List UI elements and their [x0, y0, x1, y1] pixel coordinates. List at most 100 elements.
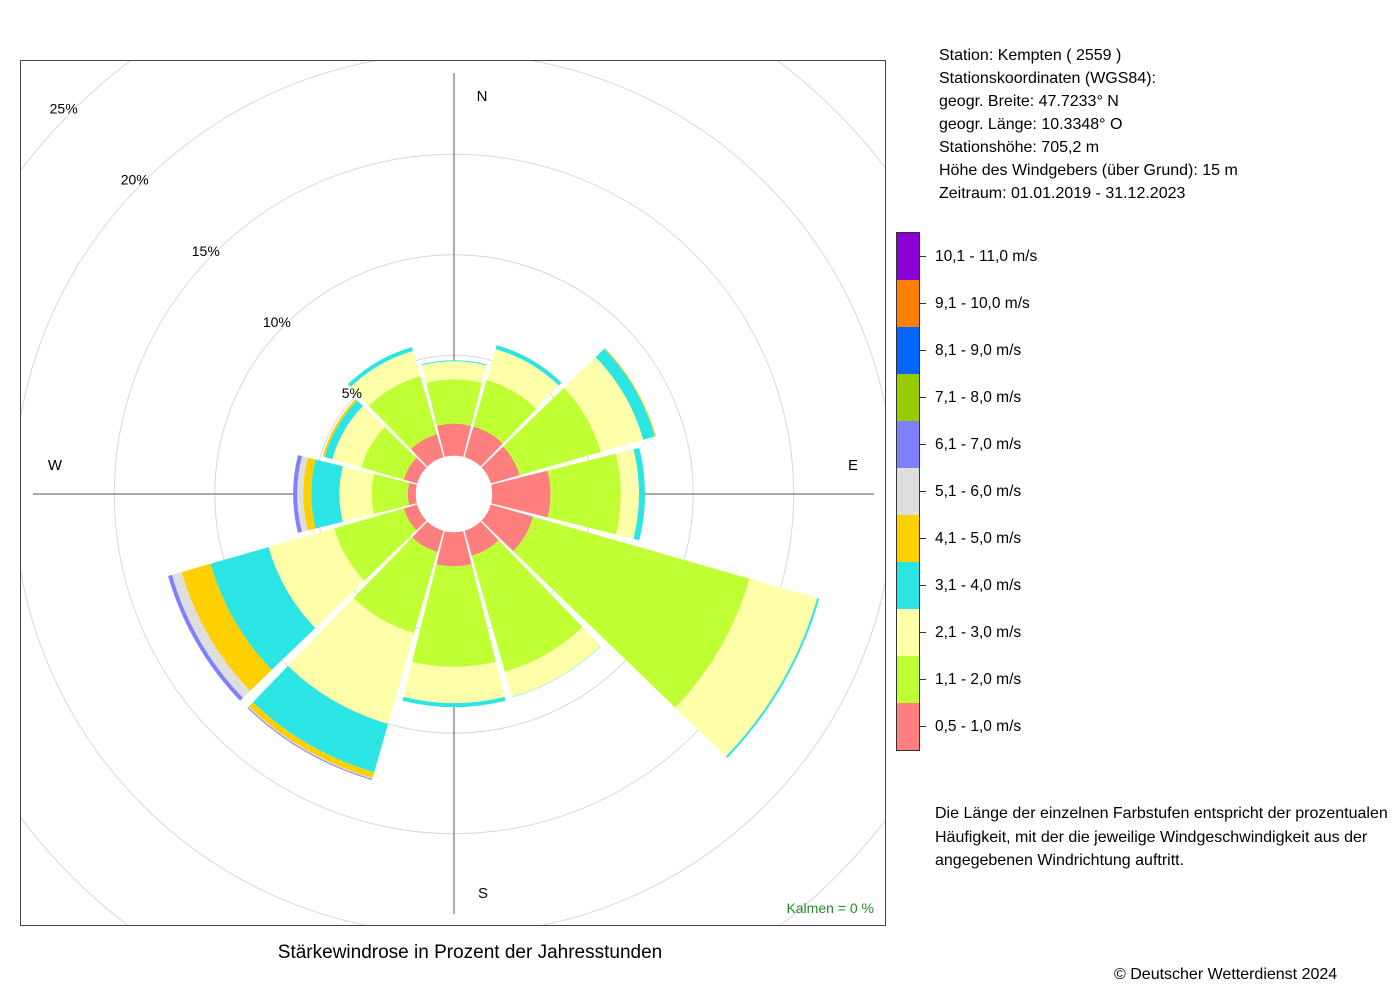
- legend-swatch: [897, 468, 919, 515]
- windrose-segment-240-4: [181, 563, 272, 691]
- station-coordinates-heading: Stationskoordinaten (WGS84):: [939, 70, 1156, 87]
- legend-label: 0,5 - 1,0 m/s: [935, 717, 1022, 735]
- windrose-segment-90-1: [547, 453, 621, 535]
- windrose-segment-120-2: [675, 578, 818, 757]
- legend-tick: [920, 537, 926, 539]
- windrose-segment-330-0: [410, 434, 444, 467]
- legend-tick: [920, 255, 926, 257]
- legend-tick: [920, 302, 926, 304]
- windrose-segment-30-0: [464, 426, 503, 467]
- windrose-segment-30-3: [495, 345, 562, 386]
- legend-tick: [920, 631, 926, 633]
- windrose-segment-300-4: [322, 399, 358, 457]
- windrose-segment-120-1: [513, 516, 750, 708]
- windrose-segment-270-2: [339, 466, 375, 522]
- radial-label: 15%: [192, 243, 220, 259]
- windrose-segment-180-1: [412, 564, 496, 667]
- windrose-segment-330-3: [347, 347, 414, 388]
- windrose-segment-270-4: [303, 457, 316, 531]
- radial-label: 10%: [263, 314, 291, 330]
- legend-swatch: [897, 421, 919, 468]
- legend-swatch: [897, 515, 919, 562]
- windrose-segment-60-0: [481, 446, 520, 484]
- compass-label-N: N: [477, 88, 488, 105]
- legend-swatch: [897, 703, 919, 750]
- legend-swatch: [897, 374, 919, 421]
- windrose-segment-270-5: [297, 456, 308, 532]
- speed-legend: 10,1 - 11,0 m/s 9,1 - 10,0 m/s 8,1 - 9,0 m…: [896, 232, 1096, 753]
- time-period: Zeitraum: 01.01.2019 - 31.12.2023: [939, 185, 1186, 202]
- legend-label: 3,1 - 4,0 m/s: [935, 576, 1022, 594]
- legend-label: 1,1 - 2,0 m/s: [935, 670, 1022, 688]
- station-name: Station: Kempten ( 2559 ): [939, 47, 1122, 64]
- windrose-segment-240-5: [171, 572, 251, 698]
- legend-swatch: [897, 609, 919, 656]
- windrose-segment-0-3: [421, 360, 487, 366]
- legend-label: 4,1 - 5,0 m/s: [935, 529, 1022, 547]
- legend-tick: [920, 678, 926, 680]
- windrose-segment-180-0: [436, 531, 472, 567]
- legend-swatch: [897, 656, 919, 703]
- windrose-segment-240-2: [268, 528, 365, 629]
- windrose-segment-210-1: [353, 537, 438, 634]
- compass-label-W: W: [48, 457, 63, 474]
- windrose-segment-210-4: [248, 702, 375, 779]
- windrose-plot-area: 5% 10% 15% 20% 25% N E S W Kalmen = 0 %: [20, 60, 886, 926]
- legend-label: 7,1 - 8,0 m/s: [935, 388, 1022, 406]
- windrose-segment-300-1: [361, 426, 417, 480]
- station-elevation: Stationshöhe: 705,2 m: [939, 139, 1100, 156]
- legend-swatch: [897, 233, 919, 280]
- station-info: Station: Kempten ( 2559 ) Stationskoordi…: [939, 44, 1238, 205]
- legend-tick: [920, 349, 926, 351]
- windrose-segment-90-2: [615, 449, 639, 539]
- chart-title: Stärkewindrose in Prozent der Jahresstun…: [277, 942, 663, 963]
- windrose-segment-60-2: [563, 357, 644, 452]
- windrose-segment-30-1: [473, 380, 537, 444]
- windrose-segment-60-3: [595, 348, 655, 440]
- windrose-segment-150-1: [471, 540, 583, 672]
- radial-label: 20%: [121, 172, 149, 188]
- windrose-segment-330-1: [368, 376, 437, 450]
- legend-swatch: [897, 280, 919, 327]
- legend-tick: [920, 725, 926, 727]
- windrose-segment-210-0: [412, 521, 444, 552]
- legend-label: 10,1 - 11,0 m/s: [935, 247, 1038, 265]
- windrose-segment-150-2: [504, 627, 601, 697]
- windrose-segment-30-2: [486, 349, 559, 409]
- windrose-segment-0-1: [426, 379, 482, 426]
- legend-label: 9,1 - 10,0 m/s: [935, 294, 1030, 312]
- windrose-segment-180-2: [403, 661, 505, 704]
- windrose-segment-300-2: [332, 406, 385, 468]
- windrose-segment-330-2: [350, 351, 421, 406]
- windrose-segment-120-0: [481, 504, 534, 552]
- windrose-segment-270-6: [293, 455, 302, 533]
- station-longitude: geogr. Länge: 10.3348° O: [939, 116, 1123, 133]
- windrose-segment-270-0: [407, 482, 417, 506]
- legend-swatch: [897, 327, 919, 374]
- sensor-height: Höhe des Windgebers (über Grund): 15 m: [939, 162, 1238, 179]
- windrose-segment-240-3: [210, 547, 316, 670]
- explanation-note: Die Länge der einzelnen Farbstufen entsp…: [935, 805, 1388, 869]
- windrose-segment-240-1: [334, 508, 417, 581]
- legend-tick: [920, 584, 926, 586]
- station-latitude: geogr. Breite: 47.7233° N: [939, 93, 1119, 110]
- legend-label: 5,1 - 6,0 m/s: [935, 482, 1022, 500]
- legend-swatch: [897, 562, 919, 609]
- legend-label: 2,1 - 3,0 m/s: [935, 623, 1022, 641]
- windrose-segment-90-3: [633, 447, 645, 541]
- radial-label: 5%: [342, 385, 362, 401]
- windrose-segment-180-3: [402, 696, 506, 708]
- legend-label: 6,1 - 7,0 m/s: [935, 435, 1022, 453]
- windrose-segment-210-2: [287, 598, 415, 724]
- legend-tick: [920, 396, 926, 398]
- windrose-segment-60-1: [503, 387, 601, 476]
- legend-tick: [920, 490, 926, 492]
- windrose-segment-0-2: [421, 361, 487, 383]
- windrose-chart: 5% 10% 15% 20% 25% N E S W: [21, 61, 885, 925]
- legend-color-bar: [896, 232, 920, 751]
- legend-label: 8,1 - 9,0 m/s: [935, 341, 1022, 359]
- legend-tick: [920, 443, 926, 445]
- windrose-segment-210-3: [252, 666, 389, 773]
- windrose-segment-300-3: [324, 400, 363, 460]
- windrose-segment-270-1: [371, 474, 410, 514]
